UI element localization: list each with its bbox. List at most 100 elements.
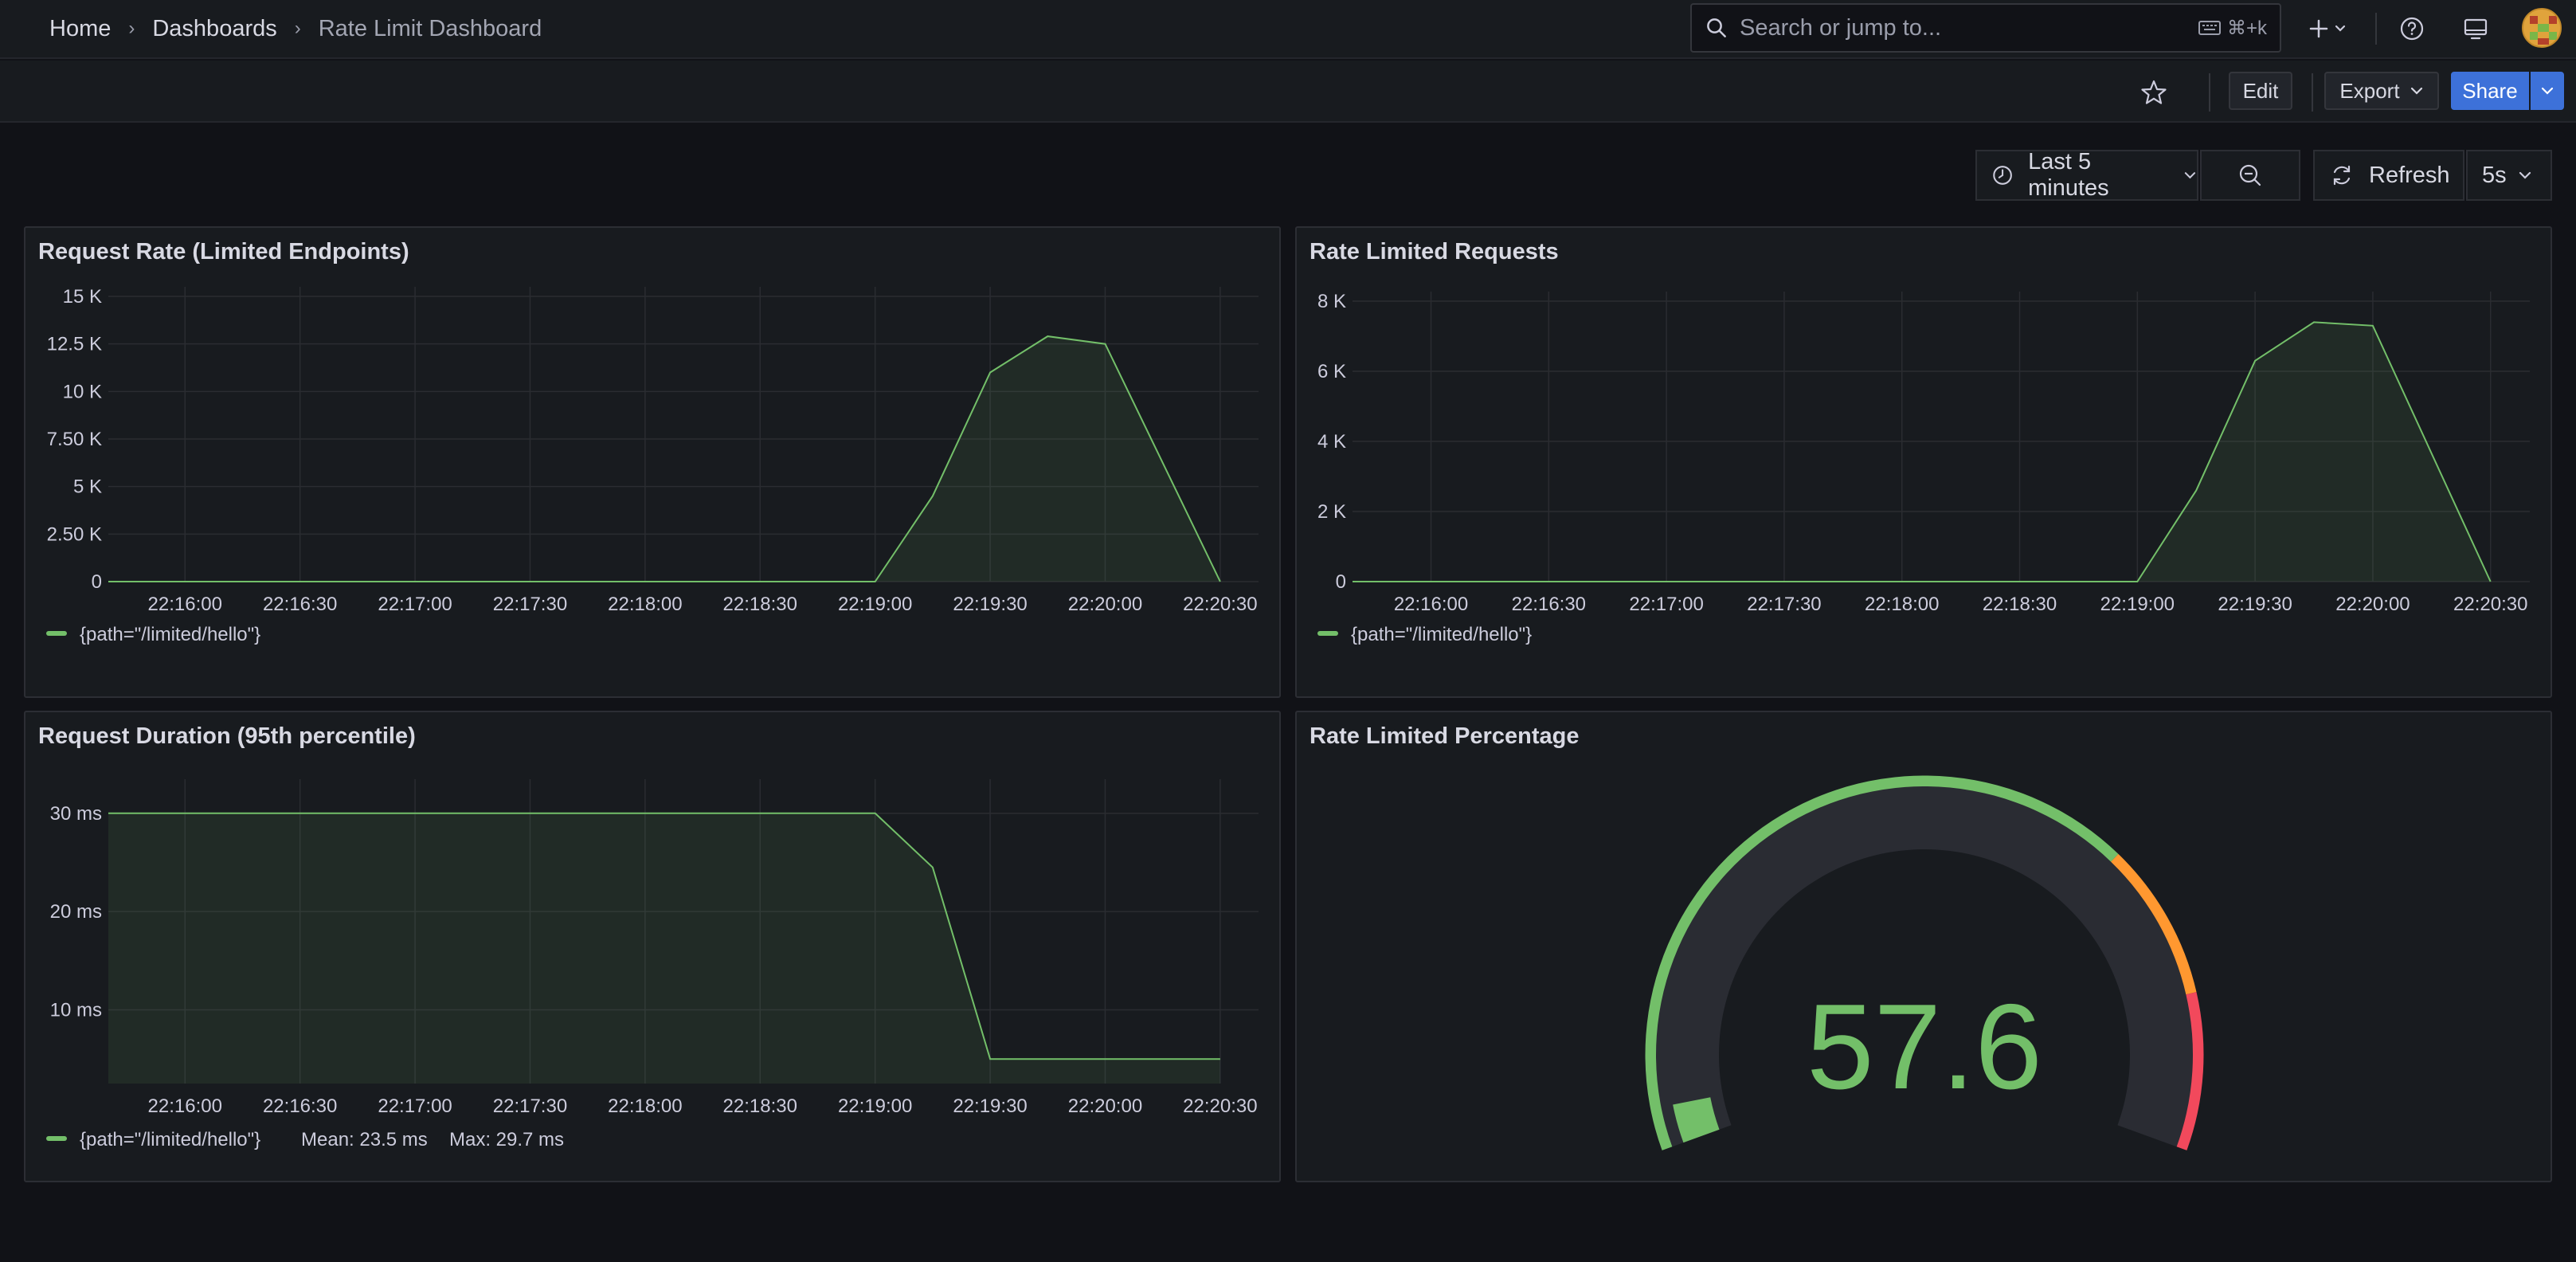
x-tick-label: 22:18:00 — [1865, 594, 1939, 615]
search-icon — [1707, 18, 1726, 37]
x-tick-label: 22:19:30 — [2218, 594, 2292, 615]
divider — [2312, 73, 2313, 112]
chart-request_rate: 22:16:00 22:16:30 22:17:00 22:17:30 22:18:00… — [46, 286, 1259, 645]
legend-label[interactable]: {path="/limited/hello"} — [1351, 624, 1532, 645]
series-line — [1353, 321, 2492, 582]
breadcrumb-dashboards[interactable]: Dashboards — [152, 15, 277, 41]
series-area — [1353, 322, 2491, 582]
y-tick-label: 5 K — [73, 476, 102, 498]
x-tick-label: 22:18:30 — [1983, 594, 2057, 615]
x-tick-label: 22:20:30 — [1183, 1095, 1257, 1117]
breadcrumb-home[interactable]: Home — [49, 15, 112, 41]
chevron-down-icon — [2519, 171, 2531, 179]
x-tick-label: 22:17:00 — [378, 594, 452, 615]
y-tick-label: 10 ms — [50, 1000, 102, 1021]
x-tick-label: 22:20:00 — [1068, 594, 1142, 615]
x-tick-label: 22:19:00 — [838, 1095, 912, 1117]
y-tick-label: 15 K — [63, 286, 102, 308]
gauge-chart: 57.6 — [1645, 775, 2204, 1150]
x-tick-label: 22:17:30 — [1747, 594, 1821, 615]
export-label: Export — [2339, 78, 2400, 103]
divider — [2209, 73, 2210, 112]
refresh-button[interactable]: Refresh — [2313, 150, 2464, 201]
x-tick-label: 22:20:30 — [1183, 594, 1257, 615]
legend-label[interactable]: {path="/limited/hello"} — [80, 624, 260, 645]
refresh-interval-picker[interactable]: 5s — [2466, 150, 2552, 201]
add-new-button[interactable] — [2304, 14, 2352, 43]
x-tick-label: 22:16:00 — [148, 1095, 222, 1117]
y-tick-label: 4 K — [1317, 431, 1346, 453]
y-tick-label: 6 K — [1317, 361, 1346, 382]
y-tick-label: 20 ms — [50, 901, 102, 923]
search-input[interactable]: Search or jump to... ⌘+k — [1690, 3, 2281, 53]
refresh-icon — [2333, 165, 2351, 186]
chart-rate_limited: 22:16:00 22:16:30 22:17:00 22:17:30 22:18:00… — [1317, 291, 2530, 645]
x-tick-label: 22:20:30 — [2453, 594, 2527, 615]
breadcrumb: Home › Dashboards › Rate Limit Dashboard — [49, 0, 542, 57]
search-placeholder: Search or jump to... — [1740, 14, 1942, 41]
y-tick-label: 12.5 K — [47, 334, 102, 355]
y-tick-label: 2 K — [1317, 501, 1346, 523]
zoom-out-button[interactable] — [2200, 150, 2300, 201]
x-tick-label: 22:18:00 — [608, 1095, 682, 1117]
avatar-pattern-icon — [2530, 16, 2557, 45]
legend-color-swatch — [1317, 631, 1338, 636]
keyboard-icon — [2198, 21, 2221, 35]
shortcut-label: ⌘+k — [2226, 17, 2267, 39]
panel-rate-limited-percentage[interactable]: Rate Limited Percentage 57.6 — [1295, 711, 2552, 1182]
share-options-button[interactable] — [2531, 72, 2564, 110]
x-tick-label: 22:17:30 — [493, 594, 567, 615]
legend-label[interactable]: {path="/limited/hello"} — [80, 1129, 260, 1150]
gauge-value: 57.6 — [1807, 979, 2042, 1115]
x-tick-label: 22:16:30 — [263, 594, 337, 615]
x-tick-label: 22:16:30 — [1512, 594, 1586, 615]
x-tick-label: 22:18:30 — [723, 1095, 797, 1117]
gauge-threshold-band — [2176, 992, 2204, 1150]
panel-title: Request Duration (95th percentile) — [38, 723, 416, 749]
legend-max: Max: 29.7 ms — [449, 1129, 564, 1150]
help-icon[interactable] — [2398, 14, 2426, 43]
star-icon[interactable] — [2139, 78, 2168, 107]
panel-rate-limited-requests[interactable]: Rate Limited Requests 22:16:00 22:16:30 22… — [1295, 226, 2552, 698]
x-tick-label: 22:19:00 — [2100, 594, 2175, 615]
breadcrumb-current: Rate Limit Dashboard — [318, 15, 542, 41]
y-tick-label: 10 K — [63, 381, 102, 402]
time-range-label: Last 5 minutes — [2028, 149, 2109, 201]
clock-icon — [1993, 166, 2012, 185]
series-line — [108, 335, 1221, 582]
legend-color-swatch — [46, 631, 67, 636]
chevron-down-icon — [2184, 172, 2196, 179]
x-tick-label: 22:16:00 — [148, 594, 222, 615]
y-tick-label: 2.50 K — [47, 523, 102, 545]
panel-request-rate[interactable]: Request Rate (Limited Endpoints) 22:16:0… — [24, 226, 1281, 698]
y-tick-label: 7.50 K — [47, 429, 102, 450]
time-range-picker[interactable]: Last 5 minutes — [1975, 149, 2198, 201]
dashboard-toolbar — [0, 61, 2576, 123]
y-tick-label: 0 — [92, 571, 102, 593]
chart-duration: 22:16:00 22:16:30 22:17:00 22:17:30 22:18:00… — [46, 779, 1259, 1150]
x-tick-label: 22:16:00 — [1394, 594, 1468, 615]
y-tick-label: 0 — [1336, 571, 1346, 593]
y-tick-label: 8 K — [1317, 291, 1346, 312]
chevron-right-icon: › — [128, 18, 135, 39]
chevron-down-icon — [2410, 87, 2422, 95]
divider — [2375, 13, 2377, 45]
avatar[interactable] — [2522, 8, 2562, 48]
x-tick-label: 22:17:00 — [378, 1095, 452, 1117]
refresh-label: Refresh — [2369, 162, 2450, 188]
x-tick-label: 22:19:00 — [838, 594, 912, 615]
x-tick-label: 22:20:00 — [2335, 594, 2410, 615]
gauge-value-bar — [1673, 1097, 1720, 1143]
x-tick-label: 22:18:30 — [723, 594, 797, 615]
series-area — [108, 336, 1220, 582]
share-button[interactable]: Share — [2451, 72, 2529, 110]
panel-request-duration[interactable]: Request Duration (95th percentile) 22:16… — [24, 711, 1281, 1182]
y-tick-label: 30 ms — [50, 803, 102, 825]
export-button[interactable]: Export — [2324, 72, 2439, 110]
chevron-right-icon: › — [294, 18, 301, 39]
panel-title: Rate Limited Requests — [1310, 239, 1559, 265]
chevron-down-icon — [2541, 87, 2554, 95]
edit-button[interactable]: Edit — [2229, 72, 2292, 110]
kiosk-mode-icon[interactable] — [2461, 14, 2490, 43]
x-tick-label: 22:17:00 — [1629, 594, 1703, 615]
